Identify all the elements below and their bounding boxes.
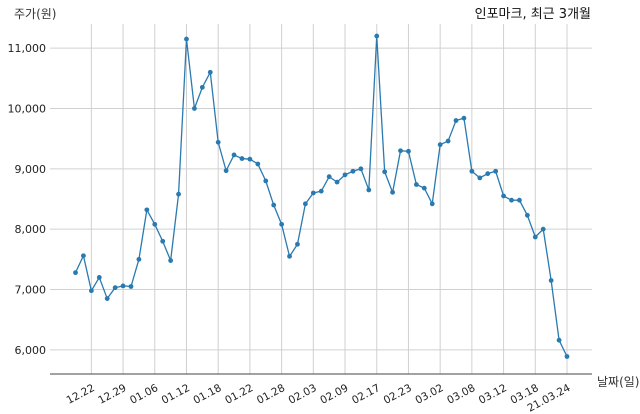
- data-point: [310, 190, 316, 196]
- data-point: [88, 288, 94, 294]
- data-point: [501, 193, 506, 199]
- data-point: [287, 253, 292, 259]
- data-point: [104, 296, 110, 301]
- x-tick-label: 12.29: [96, 382, 128, 407]
- data-point: [192, 106, 197, 111]
- x-tick-label: 03.12: [477, 382, 509, 407]
- x-tick-label: 02.17: [350, 382, 382, 407]
- data-point: [318, 188, 324, 194]
- x-tick-label: 01.12: [160, 382, 192, 407]
- data-point: [556, 337, 562, 343]
- data-point: [461, 115, 467, 121]
- x-tick-label: 02.23: [382, 382, 414, 407]
- y-tick-label: 8,000: [15, 223, 47, 236]
- y-tick-label: 9,000: [15, 163, 47, 176]
- chart-title: 인포마크, 최근 3개월: [475, 7, 591, 22]
- data-point: [564, 354, 570, 359]
- data-point: [334, 179, 340, 185]
- series-line: [74, 36, 568, 357]
- x-axis-ticks: 12.22 12.29 01.06 01.12 01.18 01.22 01.28 02.03…: [65, 382, 573, 414]
- data-point: [160, 238, 166, 244]
- data-point: [406, 148, 411, 154]
- data-point: [548, 278, 554, 283]
- data-point: [517, 197, 522, 203]
- data-point: [445, 138, 451, 144]
- data-point: [199, 84, 205, 90]
- data-point: [493, 168, 499, 174]
- y-axis-ticks: 6,000 7,000 8,000 9,000 10,000 11,000: [8, 42, 47, 357]
- data-point: [358, 166, 364, 172]
- data-point: [96, 275, 102, 280]
- data-point: [112, 285, 118, 291]
- x-tick-label: 03.08: [445, 382, 477, 407]
- y-tick-label: 10,000: [8, 102, 47, 115]
- data-point: [382, 169, 388, 175]
- data-point: [413, 182, 419, 187]
- data-point: [437, 142, 443, 148]
- data-point: [295, 241, 300, 247]
- x-axis-label: 날짜(일): [597, 375, 639, 389]
- data-point: [390, 189, 395, 195]
- data-point: [136, 256, 142, 262]
- x-tick-label: 02.03: [287, 382, 319, 407]
- x-tick-label: 03.02: [413, 382, 445, 407]
- data-points: [73, 33, 570, 359]
- x-tick-label: 01.06: [128, 382, 160, 407]
- data-point: [326, 174, 332, 180]
- x-tick-label: 01.18: [191, 382, 223, 407]
- data-point: [247, 156, 253, 162]
- data-point: [184, 36, 189, 42]
- y-tick-label: 6,000: [15, 344, 47, 357]
- data-point: [279, 221, 285, 227]
- data-point: [73, 270, 78, 276]
- y-axis-label: 주가(원): [14, 7, 56, 21]
- data-point: [366, 187, 372, 193]
- data-point: [477, 175, 483, 181]
- x-tick-label: 01.22: [223, 382, 255, 407]
- data-point: [374, 33, 380, 39]
- data-point: [231, 152, 237, 158]
- data-point: [239, 156, 245, 161]
- data-point: [152, 221, 158, 227]
- y-tick-label: 7,000: [15, 284, 47, 297]
- data-point: [429, 201, 435, 207]
- data-point: [398, 148, 403, 154]
- data-point: [120, 283, 126, 289]
- data-point: [302, 201, 308, 207]
- x-tick-label: 01.28: [255, 382, 287, 407]
- grid-lines: [50, 24, 592, 374]
- data-point: [176, 191, 181, 197]
- data-point: [263, 178, 269, 184]
- data-point: [168, 258, 174, 263]
- data-point: [540, 226, 546, 232]
- data-point: [223, 168, 229, 174]
- x-tick-label: 12.22: [65, 382, 97, 407]
- data-point: [421, 185, 427, 191]
- data-point: [485, 171, 491, 177]
- data-point: [255, 161, 261, 167]
- data-point: [342, 172, 348, 178]
- data-point: [215, 139, 221, 145]
- x-tick-label: 02.09: [318, 382, 350, 407]
- data-point: [81, 253, 86, 259]
- y-tick-label: 11,000: [8, 42, 47, 55]
- data-point: [509, 197, 514, 203]
- data-point: [271, 202, 277, 208]
- data-point: [453, 118, 459, 123]
- data-point: [207, 69, 213, 75]
- data-point: [532, 234, 538, 240]
- data-point: [144, 207, 150, 213]
- data-point: [524, 212, 530, 218]
- data-point: [469, 168, 475, 174]
- data-point: [350, 168, 356, 174]
- data-point: [128, 284, 134, 289]
